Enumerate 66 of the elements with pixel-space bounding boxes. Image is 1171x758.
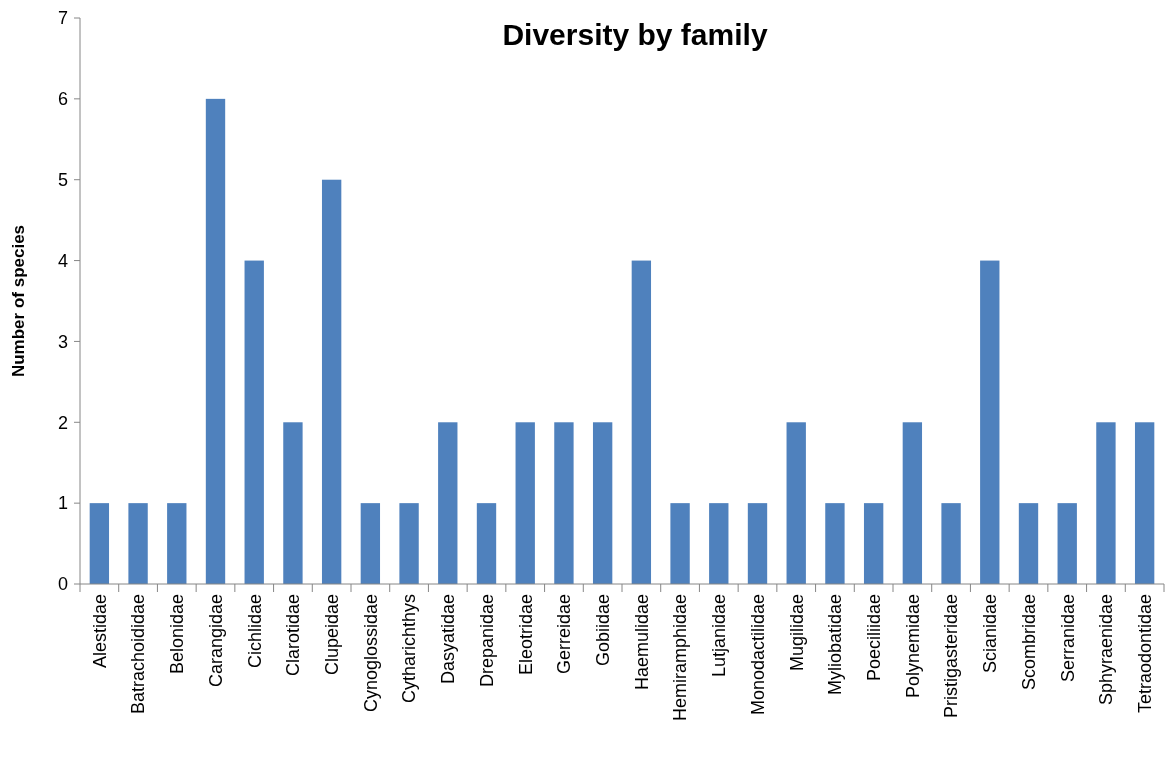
bar bbox=[902, 422, 923, 584]
bar bbox=[244, 260, 264, 584]
bar bbox=[205, 98, 226, 584]
y-tick-label: 3 bbox=[57, 331, 68, 352]
bar bbox=[1018, 503, 1039, 584]
bar bbox=[1134, 422, 1155, 584]
x-tick-label: Clarotidae bbox=[283, 594, 304, 677]
x-tick-label: Carangidae bbox=[205, 594, 226, 688]
x-tick-label: Sphyraenidae bbox=[1096, 594, 1117, 706]
y-tick-label: 0 bbox=[57, 574, 68, 595]
bar bbox=[941, 503, 961, 584]
bar bbox=[786, 422, 806, 584]
x-tick-label: Polynemidae bbox=[902, 594, 923, 699]
x-tick-label: Poeciliidae bbox=[863, 594, 884, 682]
y-tick-label: 5 bbox=[57, 170, 68, 191]
bar bbox=[321, 179, 342, 584]
bar bbox=[825, 503, 845, 584]
x-tick-label: Cytharichthys bbox=[399, 594, 420, 704]
x-tick-label: Scianidae bbox=[980, 594, 1001, 674]
y-tick-label: 2 bbox=[57, 412, 68, 433]
bar bbox=[360, 503, 381, 584]
bar bbox=[631, 260, 652, 584]
bar bbox=[283, 422, 303, 584]
bar bbox=[747, 503, 768, 584]
x-tick-label: Cynoglossidae bbox=[360, 594, 381, 713]
x-tick-label: Gerreidae bbox=[554, 594, 575, 675]
x-tick-label: Monodactilidae bbox=[747, 594, 768, 716]
bar bbox=[554, 422, 574, 584]
bar bbox=[167, 503, 187, 584]
y-tick-label: 7 bbox=[57, 8, 68, 29]
x-tick-label: Cichlidae bbox=[244, 594, 265, 669]
bar bbox=[863, 503, 884, 584]
x-tick-label: Serranidae bbox=[1057, 594, 1078, 683]
x-tick-label: Pristigasteridae bbox=[941, 594, 962, 719]
x-tick-label: Batrachoididae bbox=[128, 594, 149, 715]
bar bbox=[592, 422, 613, 584]
x-tick-label: Dasyatidae bbox=[438, 594, 459, 685]
bar bbox=[980, 260, 1000, 584]
bar bbox=[515, 422, 535, 584]
bar bbox=[438, 422, 458, 584]
chart-title: Diversity by family bbox=[502, 18, 768, 51]
x-tick-label: Tetraodontidae bbox=[1134, 594, 1155, 714]
x-tick-label: Belonidae bbox=[167, 594, 188, 675]
bar bbox=[399, 503, 419, 584]
y-tick-label: 6 bbox=[57, 89, 68, 110]
x-tick-label: Clupeidae bbox=[321, 594, 342, 676]
x-tick-label: Lutjanidae bbox=[709, 594, 730, 678]
y-axis-title: Number of species bbox=[9, 224, 28, 378]
y-tick-label: 4 bbox=[57, 250, 68, 271]
x-tick-label: Myliobatidae bbox=[825, 594, 846, 696]
bar bbox=[89, 503, 110, 584]
x-tick-label: Drepanidae bbox=[476, 594, 497, 688]
bar bbox=[1096, 422, 1116, 584]
x-tick-label: Scombridae bbox=[1018, 594, 1039, 691]
bar bbox=[709, 503, 729, 584]
x-tick-label: Eleotridae bbox=[515, 594, 536, 676]
y-tick-label: 1 bbox=[57, 493, 68, 514]
x-tick-label: Alestidae bbox=[89, 594, 110, 669]
x-tick-label: Haemulidae bbox=[631, 594, 652, 691]
x-tick-label: Mugilidae bbox=[786, 594, 807, 672]
x-tick-label: Hemiramphidae bbox=[670, 594, 691, 722]
bar bbox=[128, 503, 148, 584]
bar bbox=[476, 503, 497, 584]
x-tick-label: Gobiidae bbox=[592, 594, 613, 667]
bar bbox=[670, 503, 690, 584]
bar bbox=[1057, 503, 1077, 584]
